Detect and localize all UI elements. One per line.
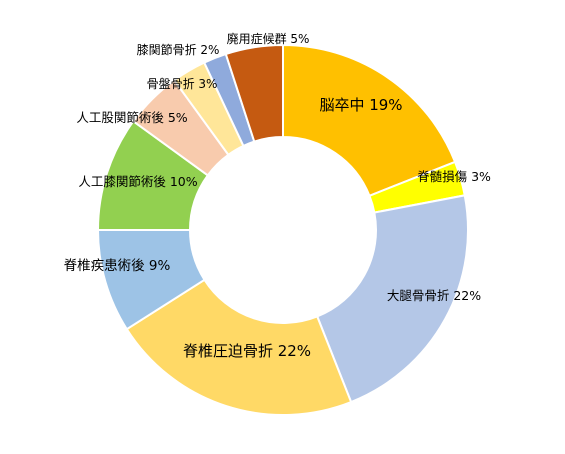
slice-label-7: 骨盤骨折 3%	[147, 76, 218, 91]
slice-label-5: 人工膝関節術後 10%	[78, 174, 197, 189]
slice-label-1: 脊髄損傷 3%	[417, 169, 491, 184]
slice-0	[282, 43, 457, 198]
slice-3	[125, 278, 353, 416]
slice-label-9: 廃用症候群 5%	[227, 31, 310, 46]
slice-label-0: 脳卒中 19%	[319, 96, 402, 114]
slice-label-8: 膝関節骨折 2%	[137, 42, 220, 57]
slice-label-4: 脊椎疾患術後 9%	[64, 258, 171, 274]
slice-9	[224, 43, 284, 143]
slices-layer	[96, 43, 469, 416]
slice-2	[315, 194, 469, 404]
slice-label-2: 大腿骨骨折 22%	[387, 288, 481, 303]
slice-label-3: 脊椎圧迫骨折 22%	[183, 342, 311, 360]
slice-label-6: 人工股関節術後 5%	[76, 110, 187, 125]
labels-layer: 脳卒中 19% 脊髄損傷 3% 大腿骨骨折 22% 脊椎圧迫骨折 22% 脊椎疾患術後 …	[64, 31, 491, 360]
